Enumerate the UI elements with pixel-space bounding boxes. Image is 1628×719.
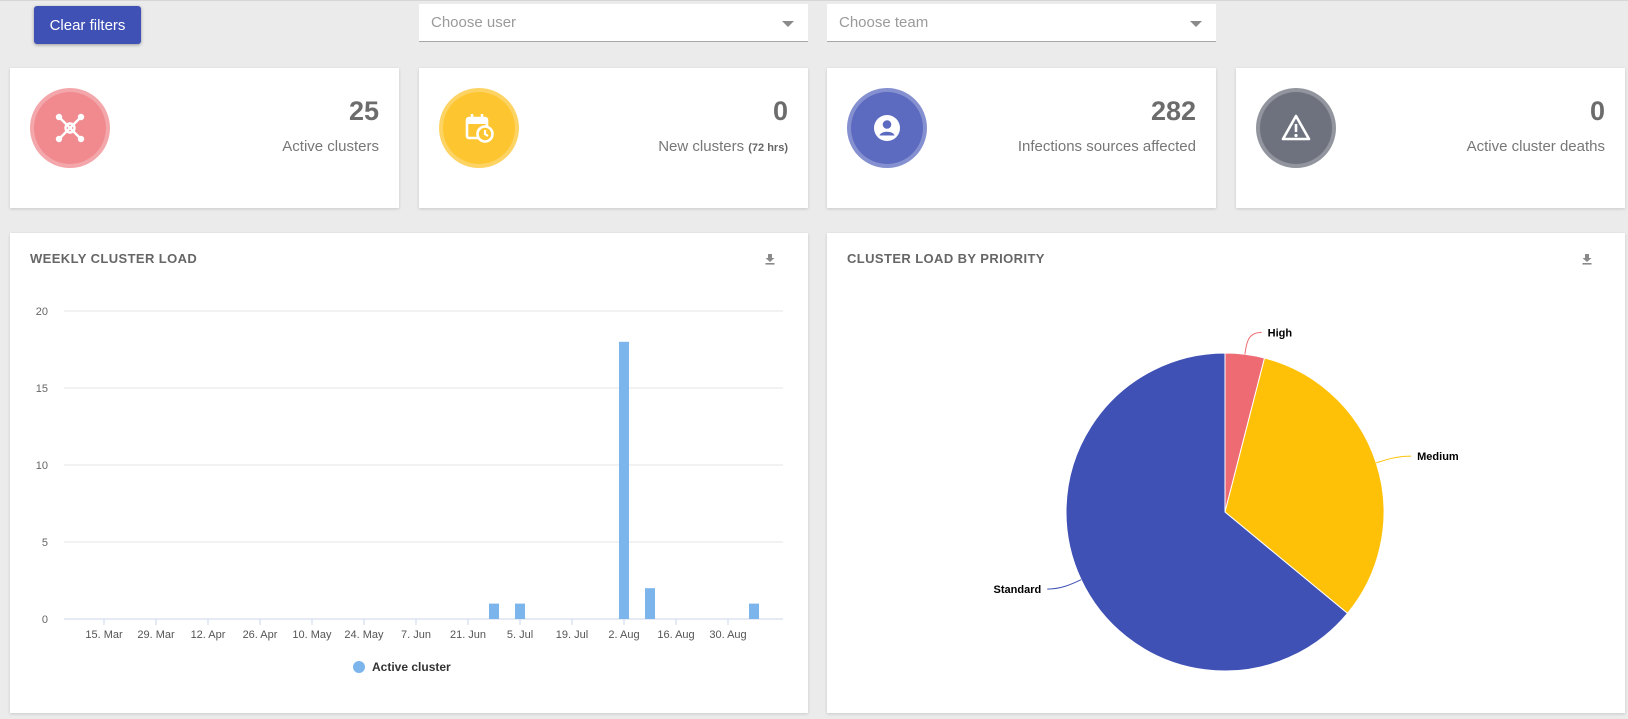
stat-label: Active clusters — [282, 138, 379, 155]
stat-label-text: Infections sources affected — [1017, 138, 1196, 155]
legend-marker — [353, 661, 365, 673]
stat-value: 25 — [348, 96, 379, 126]
stat-label-sub: (72 hrs) — [748, 142, 788, 154]
calendar-clock-icon — [465, 114, 494, 143]
chevron-down-icon[interactable] — [782, 21, 794, 27]
panel-title: CLUSTER LOAD BY PRIORITY — [847, 251, 1045, 266]
stat-icon-circle — [30, 88, 110, 168]
y-tick-label: 20 — [36, 306, 48, 318]
choose-user-placeholder: Choose user — [431, 14, 517, 31]
cluster-priority-panel: CLUSTER LOAD BY PRIORITY High Medium Stand… — [827, 233, 1625, 713]
stat-card-active-clusters: 25 Active clusters — [10, 68, 399, 208]
x-tick-label: 24. May — [344, 629, 384, 641]
pie-connector — [1244, 331, 1262, 355]
weekly-bar-chart: 0 5 10 15 20 15. Mar 29. Mar 12. Apr 26. Apr 10. … — [36, 306, 783, 674]
choose-user-select[interactable]: Choose user — [419, 4, 808, 42]
network-icon — [55, 113, 85, 143]
choose-team-placeholder: Choose team — [839, 14, 929, 31]
x-tick-label: 15. Mar — [85, 629, 123, 641]
chart-legend: Active cluster — [353, 660, 451, 674]
pie-label: High — [1268, 327, 1293, 339]
stat-label: Infections sources affected — [1018, 138, 1196, 155]
x-tick-label: 5. Jul — [507, 629, 533, 641]
y-tick-label: 5 — [42, 537, 48, 549]
stat-label-text: Active clusters — [282, 138, 379, 155]
pie-connector — [1376, 455, 1412, 464]
x-tick-label: 12. Apr — [191, 629, 226, 641]
y-tick-label: 10 — [36, 460, 48, 472]
stat-card-cluster-deaths: 0 Active cluster deaths — [1236, 68, 1625, 208]
stat-card-new-clusters: 0 New clusters (72 hrs) — [419, 68, 808, 208]
choose-team-select[interactable]: Choose team — [827, 4, 1216, 42]
download-icon[interactable] — [1579, 251, 1595, 267]
x-tick-label: 29. Mar — [137, 629, 175, 641]
pie-slice — [1065, 352, 1349, 672]
weekly-cluster-load-panel: WEEKLY CLUSTER LOAD 0 5 10 15 20 15. Mar 29. M… — [10, 233, 808, 713]
person-circle-icon — [874, 115, 900, 141]
bar — [515, 603, 525, 619]
y-tick-label: 15 — [36, 383, 48, 395]
pie-connector — [1047, 579, 1082, 590]
x-tick-label: 19. Jul — [556, 629, 588, 641]
stat-icon-circle — [1256, 88, 1336, 168]
bar — [645, 588, 655, 619]
stat-value: 0 — [1589, 96, 1605, 126]
stat-label-text: Active cluster deaths — [1466, 138, 1605, 155]
pie-slice — [1224, 357, 1385, 615]
priority-pie-chart: High Medium Standard — [994, 327, 1459, 672]
bar — [619, 341, 629, 619]
download-icon[interactable] — [762, 251, 778, 267]
bar — [749, 603, 759, 619]
x-tick-label: 16. Aug — [657, 629, 694, 641]
clear-filters-button[interactable]: Clear filters — [34, 6, 141, 44]
chevron-down-icon[interactable] — [1190, 21, 1202, 27]
stat-value: 282 — [1150, 96, 1196, 126]
x-tick-label: 26. Apr — [243, 629, 278, 641]
legend-label: Active cluster — [372, 660, 451, 674]
top-divider — [0, 0, 1628, 1]
stat-icon-circle — [439, 88, 519, 168]
stat-label-text: New clusters — [658, 138, 745, 155]
x-tick-label: 2. Aug — [608, 629, 639, 641]
x-tick-label: 30. Aug — [709, 629, 746, 641]
panel-title: WEEKLY CLUSTER LOAD — [30, 251, 198, 266]
pie-label: Medium — [1417, 451, 1459, 463]
y-tick-label: 0 — [42, 614, 48, 626]
warning-icon — [1281, 114, 1311, 141]
x-tick-label: 21. Jun — [450, 629, 486, 641]
stat-label: Active cluster deaths — [1467, 138, 1605, 155]
x-tick-label: 10. May — [292, 629, 332, 641]
stat-value: 0 — [772, 96, 788, 126]
x-tick-label: 7. Jun — [401, 629, 431, 641]
stat-label: New clusters (72 hrs) — [658, 138, 788, 155]
pie-label: Standard — [994, 584, 1042, 596]
stat-card-infection-sources: 282 Infections sources affected — [827, 68, 1216, 208]
bar — [489, 603, 499, 619]
stat-icon-circle — [847, 88, 927, 168]
